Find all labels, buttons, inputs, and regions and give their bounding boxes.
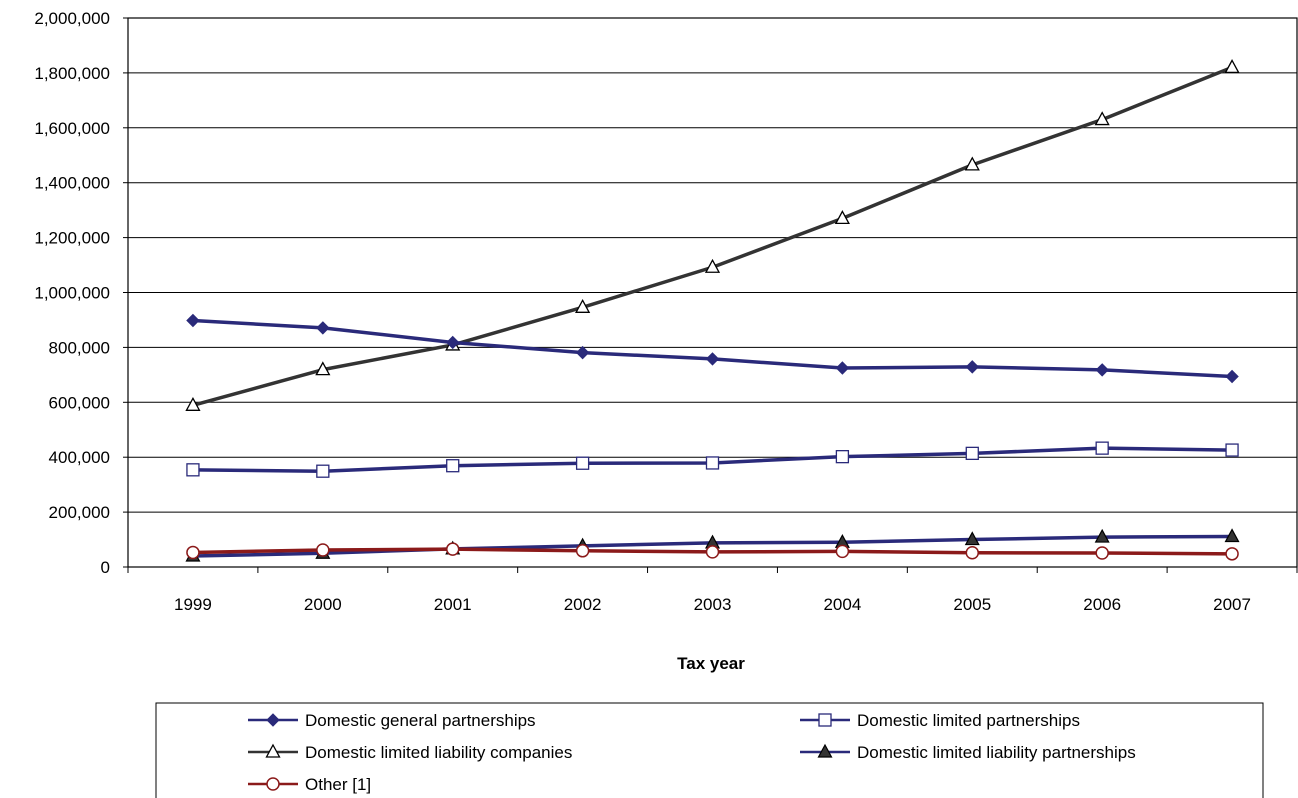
data-point: [445, 542, 460, 556]
y-tick-label: 2,000,000: [34, 9, 110, 28]
data-point: [316, 464, 330, 478]
legend-marker: [265, 743, 281, 758]
x-tick-label: 2003: [694, 595, 732, 614]
data-point: [705, 456, 720, 470]
data-point: [575, 345, 590, 360]
data-point: [835, 544, 850, 559]
data-point: [1225, 369, 1239, 384]
data-point: [185, 396, 201, 411]
x-tick-label: 2004: [823, 595, 861, 614]
y-tick-label: 200,000: [49, 503, 110, 522]
x-axis-title: Tax year: [677, 654, 745, 673]
series-other-1: [186, 542, 1239, 561]
data-point: [1225, 443, 1239, 457]
legend-label: Domestic limited liability partnerships: [857, 743, 1136, 762]
data-point: [316, 321, 330, 335]
x-tick-labels: 1999 2000 2001 2002 2003 2004 2005 2006 2007: [174, 595, 1251, 614]
data-point: [965, 545, 980, 560]
y-tick-label: 400,000: [49, 448, 110, 467]
data-point: [705, 545, 720, 559]
y-tick-label: 1,600,000: [34, 119, 110, 138]
x-tick-label: 2005: [953, 595, 991, 614]
x-tick-label: 2000: [304, 595, 342, 614]
data-point: [705, 352, 720, 366]
series-line: [192, 318, 1233, 379]
data-point: [575, 544, 590, 558]
legend-item: Other [1]: [248, 775, 371, 794]
plot-frame: [127, 17, 1298, 568]
x-tick-label: 2001: [434, 595, 472, 614]
legend: Domestic general partnerships Domestic li…: [155, 702, 1264, 798]
legend-marker: [266, 777, 280, 791]
legend-label: Other [1]: [305, 775, 371, 794]
data-point: [704, 258, 721, 273]
legend-marker: [266, 713, 280, 727]
legend-label: Domestic general partnerships: [305, 711, 536, 730]
data-point: [186, 313, 200, 328]
x-tick-label: 2007: [1213, 595, 1251, 614]
x-tick-label: 1999: [174, 595, 212, 614]
series-domestic-general-partnerships: [186, 313, 1239, 384]
data-point: [186, 463, 200, 477]
legend-item: Domestic general partnerships: [248, 711, 536, 730]
gridlines: [123, 17, 1297, 568]
legend-item: Domestic limited liability partnerships: [800, 743, 1136, 762]
x-tick-label: 2006: [1083, 595, 1121, 614]
legend-label: Domestic limited liability companies: [305, 743, 572, 762]
data-point: [575, 456, 590, 470]
data-point: [446, 459, 460, 473]
y-tick-label: 1,000,000: [34, 284, 110, 303]
x-tick-label: 2002: [564, 595, 602, 614]
data-point: [964, 531, 980, 546]
data-point: [834, 210, 850, 225]
data-point: [1094, 111, 1110, 126]
data-point: [315, 361, 331, 376]
legend-marker: [817, 743, 833, 758]
series-lines: [185, 59, 1240, 562]
legend-label: Domestic limited partnerships: [857, 711, 1080, 730]
y-tick-label: 1,200,000: [34, 229, 110, 248]
data-point: [1225, 547, 1239, 561]
series-domestic-limited-liability-companies: [185, 59, 1240, 411]
data-point: [1095, 363, 1109, 377]
y-tick-label: 1,400,000: [34, 174, 110, 193]
data-point: [1095, 546, 1109, 560]
data-point: [835, 361, 850, 375]
data-point: [835, 450, 850, 464]
data-point: [1095, 441, 1109, 455]
legend-item: Domestic limited liability companies: [248, 743, 572, 762]
legend-box: [155, 702, 1264, 798]
data-point: [446, 335, 460, 350]
data-point: [186, 545, 200, 560]
data-point: [316, 543, 330, 557]
y-tick-label: 600,000: [49, 393, 110, 412]
data-point: [1224, 59, 1240, 74]
data-point: [1224, 528, 1240, 543]
legend-marker: [818, 713, 832, 727]
data-point: [965, 360, 979, 374]
legend-item: Domestic limited partnerships: [800, 711, 1080, 730]
data-point: [575, 298, 591, 313]
y-tick-label: 0: [101, 558, 110, 577]
data-point: [1094, 528, 1110, 543]
y-tick-labels: 0 200,000 400,000 600,000 800,000 1,000,000 1,…: [34, 9, 110, 577]
axes: [127, 17, 1298, 573]
data-point: [964, 156, 980, 171]
y-tick-label: 800,000: [49, 338, 110, 357]
series-domestic-limited-partnerships: [186, 441, 1239, 478]
y-tick-label: 1,800,000: [34, 64, 110, 83]
data-point: [965, 446, 979, 461]
